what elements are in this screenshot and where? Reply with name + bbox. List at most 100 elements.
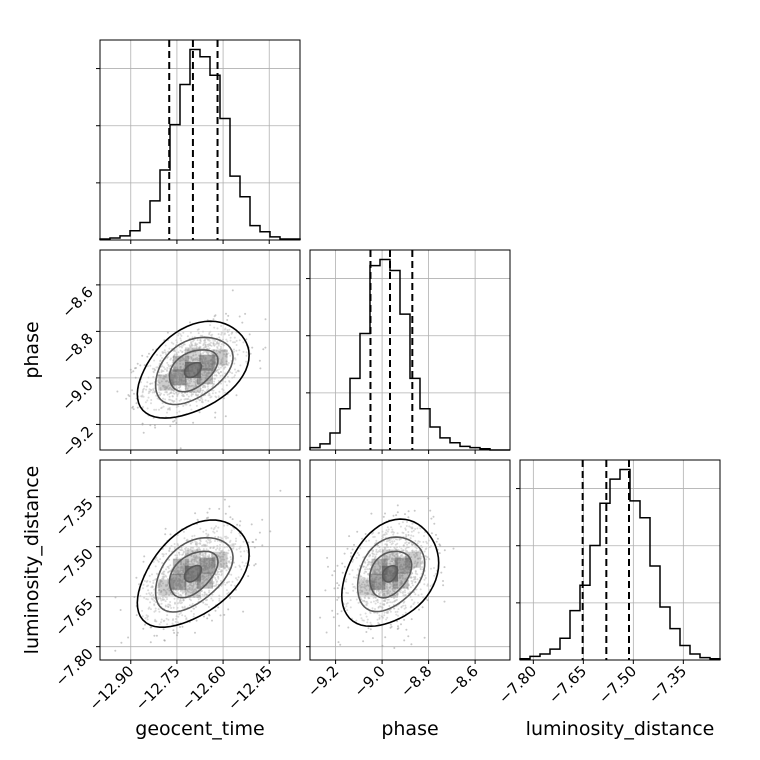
sample-point	[189, 385, 192, 388]
sample-point	[150, 597, 153, 600]
sample-point	[411, 584, 414, 587]
sample-point	[184, 589, 187, 592]
sample-point	[152, 579, 155, 582]
sample-point	[223, 349, 226, 351]
sample-point	[196, 359, 199, 362]
sample-point	[424, 577, 427, 579]
sample-point	[187, 547, 190, 550]
sample-point	[324, 589, 327, 592]
sample-point	[409, 526, 412, 529]
sample-point	[142, 587, 144, 590]
sample-point	[407, 635, 410, 638]
sample-point	[205, 372, 208, 375]
sample-point	[402, 586, 405, 589]
sample-point	[189, 563, 192, 566]
sample-point	[164, 584, 167, 587]
sample-point	[177, 334, 180, 337]
sample-point	[428, 558, 431, 561]
sample-point	[174, 601, 176, 604]
sample-point	[364, 587, 367, 590]
x-tick-label: −12.60	[178, 662, 230, 714]
sample-point	[176, 621, 179, 624]
sample-point	[395, 553, 398, 556]
sample-point	[151, 585, 154, 588]
sample-point	[188, 604, 191, 607]
sample-point	[420, 544, 423, 547]
sample-point	[242, 341, 245, 344]
sample-point	[216, 327, 219, 330]
sample-point	[259, 367, 262, 370]
sample-point	[355, 576, 358, 579]
sample-point	[351, 560, 354, 563]
sample-point	[429, 509, 432, 512]
sample-point	[396, 598, 398, 601]
sample-point	[258, 359, 261, 362]
sample-point	[222, 397, 225, 400]
sample-point	[185, 546, 188, 549]
sample-point	[400, 575, 402, 578]
sample-point	[148, 390, 151, 393]
sample-point	[369, 612, 372, 615]
sample-point	[222, 389, 225, 392]
sample-point	[150, 388, 153, 391]
sample-point	[192, 615, 195, 618]
sample-point	[331, 574, 334, 577]
sample-point	[404, 604, 407, 607]
sample-point	[416, 578, 419, 581]
sample-point	[382, 562, 385, 565]
sample-point	[235, 339, 238, 342]
sample-point	[200, 578, 203, 581]
sample-point	[184, 359, 187, 362]
sample-point	[224, 355, 227, 358]
sample-point	[214, 578, 217, 581]
sample-point	[163, 349, 166, 352]
sample-point	[220, 333, 223, 336]
sample-point	[378, 550, 380, 553]
sample-point	[409, 595, 412, 598]
sample-point	[435, 540, 438, 543]
sample-point	[175, 406, 178, 409]
sample-point	[194, 357, 197, 360]
sample-point	[192, 562, 195, 565]
sample-point	[358, 577, 361, 580]
sample-point	[114, 596, 117, 599]
sample-point	[218, 597, 221, 600]
sample-point	[345, 578, 348, 581]
sample-point	[413, 601, 416, 604]
sample-point	[198, 381, 201, 384]
sample-point	[381, 537, 383, 540]
sample-point	[356, 568, 359, 571]
sample-point	[415, 553, 418, 556]
sample-point	[184, 403, 187, 406]
sample-point	[245, 351, 248, 354]
sample-point	[210, 555, 213, 558]
sample-point	[235, 349, 238, 352]
sample-point	[191, 558, 194, 561]
sample-point	[182, 331, 185, 334]
sample-point	[218, 548, 221, 551]
sample-point	[370, 512, 373, 515]
sample-point	[381, 563, 383, 566]
sample-point	[208, 507, 211, 510]
sample-point	[181, 601, 183, 604]
sample-point	[184, 385, 187, 388]
sample-point	[146, 585, 148, 588]
sample-point	[362, 581, 365, 584]
sample-point	[332, 616, 335, 619]
sample-point	[183, 550, 185, 553]
sample-point	[389, 553, 392, 556]
sample-point	[261, 518, 264, 521]
sample-point	[203, 615, 205, 618]
sample-point	[179, 367, 182, 370]
sample-point	[190, 599, 192, 602]
sample-point	[159, 579, 162, 581]
sample-point	[141, 609, 144, 612]
sample-point	[343, 588, 346, 590]
sample-point	[198, 553, 201, 555]
sample-point	[452, 547, 455, 550]
sample-point	[165, 373, 168, 376]
sample-point	[336, 587, 339, 590]
panel-hist-luminosity-distance: −7.80 −7.65 −7.50 −7.35	[495, 459, 721, 707]
sample-point	[219, 374, 222, 377]
sample-point	[398, 545, 401, 548]
